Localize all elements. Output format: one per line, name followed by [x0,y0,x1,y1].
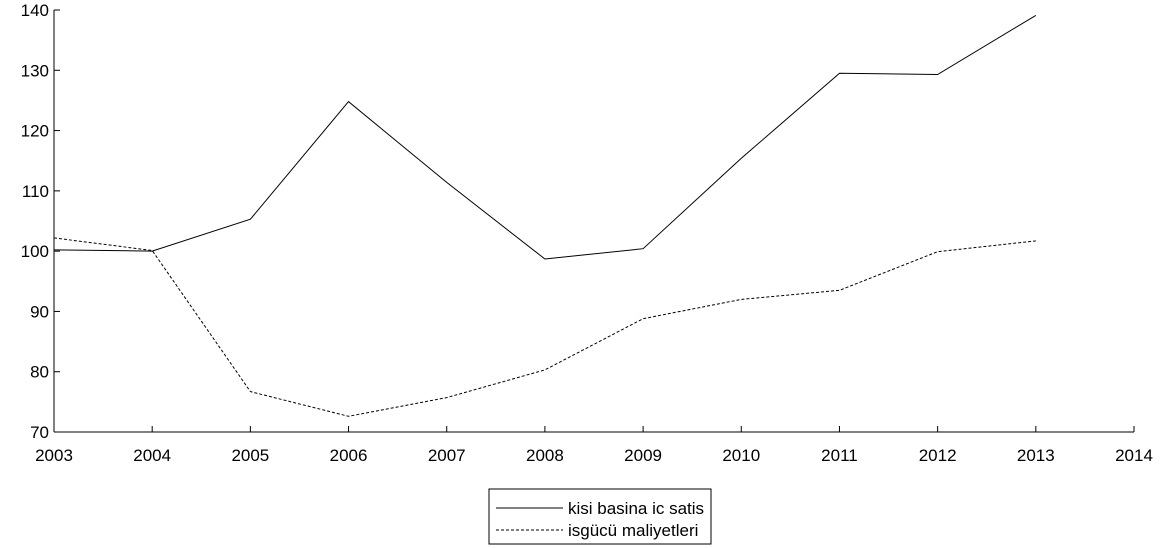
legend-label-1: isgücü maliyetleri [568,521,698,540]
series-layer [53,14,1037,417]
x-tick-label: 2012 [919,446,957,465]
x-ticks: 2003 2004 2005 2006 2007 2008 2009 2010 2011 2012… [35,426,1153,465]
x-tick-label: 2010 [722,446,760,465]
x-tick-label: 2013 [1017,446,1055,465]
y-tick-label: 90 [30,302,49,321]
x-tick-label: 2004 [133,446,171,465]
x-tick-label: 2006 [330,446,368,465]
y-ticks: 70 80 90 100 110 120 130 140 [21,1,60,442]
y-tick-label: 100 [21,242,49,261]
legend-box [488,488,712,545]
series-line-1 [53,237,1036,417]
axes [53,10,1134,433]
y-tick-label: 110 [22,182,49,201]
x-tick-label: 2005 [231,446,269,465]
x-tick-label: 2008 [526,446,564,465]
x-tick-label: 2011 [821,446,858,465]
x-tick-label: 2014 [1115,446,1153,465]
y-tick-label: 130 [21,61,49,80]
y-tick-label: 140 [21,1,49,20]
y-tick-label: 80 [30,363,49,382]
x-tick-label: 2003 [35,446,73,465]
y-tick-label: 70 [30,423,49,442]
series-line-0 [53,14,1037,260]
x-tick-label: 2007 [428,446,466,465]
legend-label-0: kisi basina ic satis [568,499,704,518]
y-tick-label: 120 [21,122,49,141]
legend: kisi basina ic satis isgücü maliyetleri [488,488,712,545]
x-tick-label: 2009 [624,446,662,465]
